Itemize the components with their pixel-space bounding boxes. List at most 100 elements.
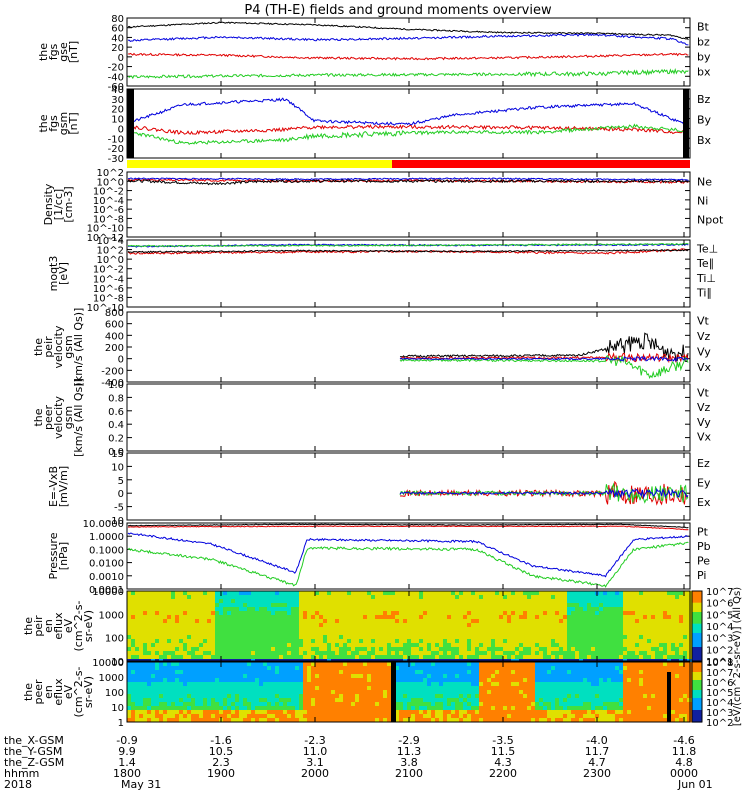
spectrogram-cell bbox=[531, 714, 536, 719]
spectrogram-cell bbox=[163, 611, 168, 616]
spectrogram-cell bbox=[415, 706, 420, 711]
spectrogram-cell bbox=[139, 607, 144, 612]
spectrogram-cell bbox=[559, 631, 564, 636]
spectrogram-cell bbox=[579, 595, 584, 600]
spectrogram-cell bbox=[423, 714, 428, 719]
spectrogram-cell bbox=[187, 643, 192, 648]
spectrogram-cell bbox=[347, 710, 352, 715]
spectrogram-cell bbox=[583, 599, 588, 604]
spectrogram-cell bbox=[191, 702, 196, 707]
spectrogram-cell bbox=[327, 591, 332, 596]
spectrogram-cell bbox=[599, 682, 604, 687]
spectrogram-cell bbox=[139, 651, 144, 656]
spectrogram-cell bbox=[167, 706, 172, 711]
spectrogram-cell bbox=[203, 647, 208, 652]
spectrogram-cell bbox=[647, 686, 652, 691]
spectrogram-cell bbox=[643, 714, 648, 719]
spectrogram-cell bbox=[663, 674, 668, 679]
spectrogram-cell bbox=[463, 706, 468, 711]
spectrogram-cell bbox=[355, 706, 360, 711]
legend-peir_v-vz: Vz bbox=[697, 330, 711, 343]
spectrogram-cell bbox=[631, 655, 636, 660]
spectrogram-cell bbox=[507, 714, 512, 719]
spectrogram-cell bbox=[387, 706, 392, 711]
spectrogram-cell bbox=[455, 662, 460, 667]
spectrogram-cell bbox=[231, 714, 236, 719]
spectrogram-cell bbox=[407, 702, 412, 707]
spectrogram-cell bbox=[435, 678, 440, 683]
spectrogram-cell bbox=[215, 651, 220, 656]
spectrogram-cell bbox=[663, 623, 668, 628]
spectrogram-cell bbox=[495, 647, 500, 652]
spectrogram-cell bbox=[667, 655, 672, 660]
spectrogram-cell bbox=[647, 603, 652, 608]
spectrogram-cell bbox=[143, 674, 148, 679]
spectrogram-cell bbox=[519, 706, 524, 711]
spectrogram-cell bbox=[415, 591, 420, 596]
spectrogram-cell bbox=[587, 643, 592, 648]
spectrogram-cell bbox=[603, 591, 608, 596]
spectrogram-cell bbox=[611, 635, 616, 640]
spectrogram-cell bbox=[155, 666, 160, 671]
spectrogram-cell bbox=[547, 643, 552, 648]
spectrogram-cell bbox=[475, 686, 480, 691]
spectrogram-cell bbox=[415, 698, 420, 703]
spectrogram-cell bbox=[143, 631, 148, 636]
spectrogram-cell bbox=[439, 670, 444, 675]
spectrogram-cell bbox=[307, 619, 312, 624]
spectrogram-cell bbox=[511, 674, 516, 679]
spectrogram-cell bbox=[139, 678, 144, 683]
spectrogram-cell bbox=[551, 635, 556, 640]
spectrogram-cell bbox=[475, 698, 480, 703]
spectrogram-cell bbox=[339, 615, 344, 620]
spectrogram-cell bbox=[651, 714, 656, 719]
spectrogram-cell bbox=[239, 607, 244, 612]
spectrogram-cell bbox=[403, 674, 408, 679]
spectrogram-cell bbox=[635, 710, 640, 715]
spectrogram-cell bbox=[607, 706, 612, 711]
spectrogram-cell bbox=[659, 686, 664, 691]
spectrogram-cell bbox=[383, 651, 388, 656]
spectrogram-cell bbox=[451, 698, 456, 703]
spectrogram-cell bbox=[683, 670, 688, 675]
spectrogram-cell bbox=[535, 611, 540, 616]
spectrogram-cell bbox=[323, 655, 328, 660]
spectrogram-cell bbox=[427, 595, 432, 600]
spectrogram-cell bbox=[267, 698, 272, 703]
spectrogram-cell bbox=[431, 670, 436, 675]
spectrogram-cell bbox=[563, 631, 568, 636]
spectrogram-cell bbox=[583, 698, 588, 703]
spectrogram-cell bbox=[127, 647, 132, 652]
spectrogram-cell bbox=[547, 651, 552, 656]
spectrogram-cell bbox=[183, 623, 188, 628]
spectrogram-cell bbox=[215, 714, 220, 719]
spectrogram-cell bbox=[579, 710, 584, 715]
spectrogram-cell bbox=[303, 619, 308, 624]
spectrogram-cell bbox=[263, 591, 268, 596]
spectrogram-cell bbox=[195, 651, 200, 656]
spectrogram-cell bbox=[535, 710, 540, 715]
spectrogram-cell bbox=[539, 694, 544, 699]
spectrogram-cell bbox=[575, 694, 580, 699]
spectrogram-cell bbox=[167, 611, 172, 616]
spectrogram-cell bbox=[655, 662, 660, 667]
spectrogram-cell bbox=[583, 643, 588, 648]
spectrogram-cell bbox=[351, 651, 356, 656]
spectrogram-cell bbox=[563, 678, 568, 683]
spectrogram-cell bbox=[275, 670, 280, 675]
spectrogram-cell bbox=[651, 595, 656, 600]
spectrogram-cell bbox=[275, 682, 280, 687]
spectrogram-cell bbox=[611, 611, 616, 616]
spectrogram-cell bbox=[219, 607, 224, 612]
spectrogram-cell bbox=[131, 627, 136, 632]
spectrogram-cell bbox=[439, 627, 444, 632]
spectrogram-cell bbox=[283, 694, 288, 699]
spectrogram-cell bbox=[391, 615, 396, 620]
spectrogram-cell bbox=[479, 599, 484, 604]
spectrogram-cell bbox=[571, 623, 576, 628]
spectrogram-cell bbox=[459, 670, 464, 675]
spectrogram-cell bbox=[267, 670, 272, 675]
spectrogram-cell bbox=[463, 690, 468, 695]
spectrogram-cell bbox=[595, 678, 600, 683]
spectrogram-cell bbox=[567, 655, 572, 660]
